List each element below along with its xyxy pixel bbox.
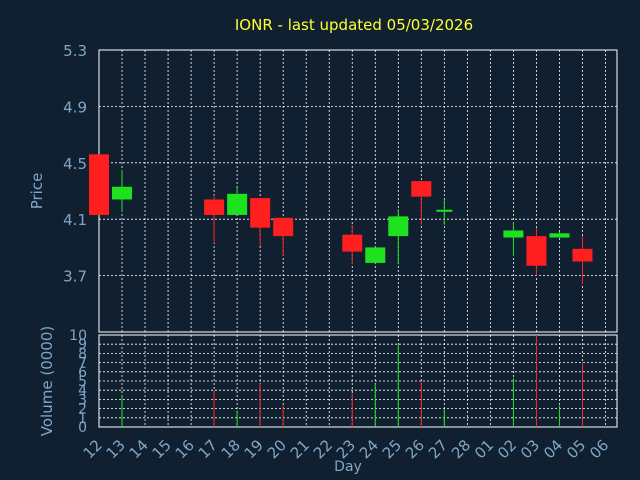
price-tick-label: 3.7 xyxy=(63,268,87,286)
volume-tick-label: 9 xyxy=(78,337,87,353)
volume-tick-label: 3 xyxy=(78,392,87,408)
price-tick-label: 4.9 xyxy=(63,98,87,116)
candle-body xyxy=(411,181,432,197)
candle-body xyxy=(549,233,570,238)
price-grid xyxy=(99,50,617,332)
candle-body xyxy=(204,199,225,215)
volume-bars xyxy=(121,335,583,427)
candle-body xyxy=(227,193,248,215)
price-y-tick-labels: 5.3 4.9 4.5 4.1 3.7 xyxy=(63,42,87,286)
candle-body xyxy=(112,186,133,200)
x-tick-label: 06 xyxy=(586,436,612,462)
candles xyxy=(89,154,593,285)
chart-title: IONR - last updated 05/03/2026 xyxy=(235,16,473,34)
volume-tick-label: 7 xyxy=(78,356,87,372)
candle-body xyxy=(365,247,386,263)
price-tick-label: 4.5 xyxy=(63,155,87,173)
price-plot-frame xyxy=(98,49,618,333)
volume-tick-label: 4 xyxy=(78,383,87,399)
volume-tick-label: 10 xyxy=(69,328,87,344)
volume-tick-label: 5 xyxy=(78,374,87,390)
candle-body xyxy=(250,198,271,228)
candle-body xyxy=(273,217,294,237)
volume-tick-label: 1 xyxy=(78,411,87,427)
price-panel: 5.3 4.9 4.5 4.1 3.7 Price xyxy=(28,42,618,333)
candle-body xyxy=(89,154,109,215)
candle-body xyxy=(388,216,409,237)
candle-body xyxy=(342,234,363,252)
price-tick-label: 5.3 xyxy=(63,42,87,60)
volume-axis-label: Volume (0000) xyxy=(38,326,56,436)
candle-body xyxy=(503,230,524,238)
candle-body xyxy=(572,248,593,262)
volume-tick-label: 6 xyxy=(78,365,87,381)
volume-tick-label: 2 xyxy=(78,402,87,418)
price-tick-label: 4.1 xyxy=(63,211,87,229)
candle-body xyxy=(526,236,547,266)
price-axis-label: Price xyxy=(28,173,46,210)
volume-tick-label: 0 xyxy=(78,420,87,436)
volume-grid xyxy=(99,335,617,427)
x-axis-label: Day xyxy=(334,459,362,475)
volume-tick-label: 8 xyxy=(78,346,87,362)
